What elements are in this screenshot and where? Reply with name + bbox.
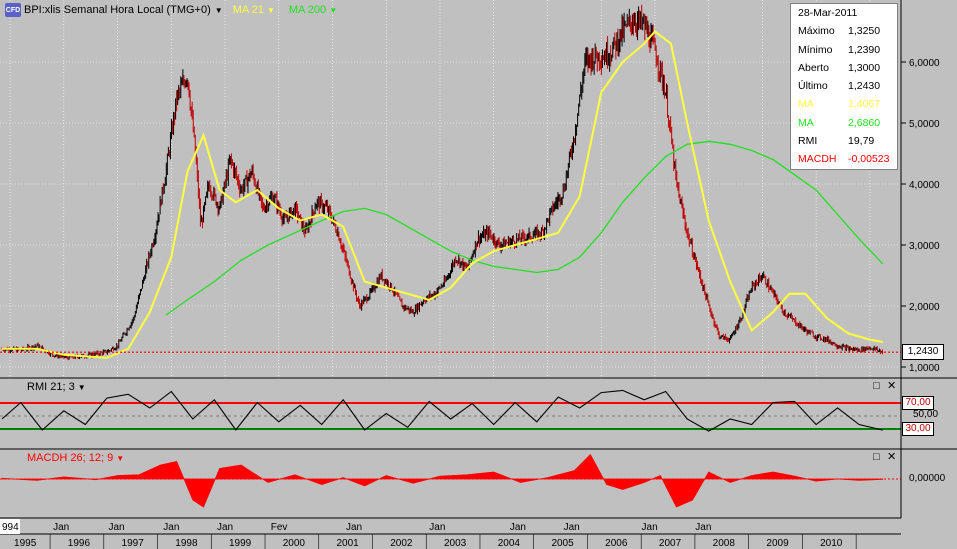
price-axis-ticks: 1,0000 2,0000 3,0000 4,0000 5,0000 6,0000: [901, 58, 940, 374]
info-row: MA 1,4067: [791, 95, 897, 113]
ma200-legend[interactable]: MA 200 ▼: [288, 4, 338, 16]
info-row: Último 1,2430: [791, 77, 897, 95]
x-axis-year-label: 1998: [175, 538, 198, 549]
price-tick-label: 5,0000: [909, 119, 940, 130]
x-axis-year-label: 2009: [766, 538, 789, 549]
symbol-label[interactable]: BPI:xlis Semanal Hora Local (TMG+0): [24, 4, 211, 16]
info-row-value: 1,2390: [848, 43, 881, 56]
cfd-logo-icon: CFD: [5, 3, 21, 17]
x-axis-year-label: 2003: [444, 538, 467, 549]
price-candles: [1, 4, 883, 361]
info-row-value: 1,4067: [848, 98, 881, 111]
info-row-label: RMI: [798, 135, 818, 148]
chevron-down-icon: ▼: [116, 454, 125, 463]
x-axis-month-label: Jan: [429, 522, 445, 533]
x-axis-year-label: 2007: [659, 538, 682, 549]
ma200-line: [165, 140, 884, 316]
chevron-down-icon: ▼: [266, 6, 275, 15]
info-row-value: 1,3000: [848, 61, 881, 74]
info-row-label: Último: [798, 80, 828, 93]
info-row-value: -0,00523: [848, 153, 890, 166]
chevron-down-icon[interactable]: ▼: [214, 5, 223, 15]
ma21-legend[interactable]: MA 21 ▼: [232, 4, 275, 16]
x-axis-month-label: Jan: [53, 522, 69, 533]
x-axis-year-label: 2002: [390, 538, 413, 549]
x-axis-first-cell: [0, 519, 20, 534]
rmi-line: [1, 389, 883, 432]
x-axis-month-label: Fev: [271, 522, 288, 533]
x-axis-year-label: 1997: [122, 538, 145, 549]
plot-gridlines: [0, 0, 901, 518]
info-row: Mínimo 1,2390: [791, 41, 897, 59]
x-axis-month-label: Jan: [695, 522, 711, 533]
info-row-value: 19,79: [848, 135, 875, 148]
rmi-mid-value: 50,00: [913, 409, 939, 420]
x-axis-year-label: 1996: [68, 538, 91, 549]
rmi-lower-value: 30,00: [902, 422, 934, 436]
x-axis-month-label: Jan: [217, 522, 233, 533]
restore-icon[interactable]: □: [873, 380, 880, 392]
close-icon[interactable]: ✕: [887, 451, 897, 463]
price-tick-label: 4,0000: [909, 180, 940, 191]
chevron-down-icon: ▼: [329, 6, 338, 15]
x-axis-year-label: 2000: [283, 538, 306, 549]
macd-zero-value: 0,00000: [909, 473, 946, 484]
price-tick-label: 6,0000: [909, 58, 940, 69]
info-row: MA 2,6860: [791, 114, 897, 132]
info-row: RMI 19,79: [791, 132, 897, 150]
x-axis-year-label: 2001: [336, 538, 359, 549]
restore-icon[interactable]: □: [873, 451, 880, 463]
rmi-panel-label[interactable]: RMI 21; 3 ▼: [27, 381, 86, 393]
x-axis-month-label: Jan: [108, 522, 124, 533]
x-axis-month-label: Jan: [642, 522, 658, 533]
info-row: Máximo 1,3250: [791, 22, 897, 40]
macdh-histogram: [1, 453, 884, 508]
info-row-label: Mínimo: [798, 43, 833, 56]
x-axis-month-label: Jan: [346, 522, 362, 533]
info-row-value: 2,6860: [848, 116, 881, 129]
x-axis-month-label: 994: [2, 522, 19, 533]
macd-plot-area[interactable]: [0, 450, 901, 518]
info-row-label: MA: [798, 116, 814, 129]
info-date: 28-Mar-2011: [798, 7, 858, 19]
last-price-marker: 1,2430: [902, 344, 944, 360]
close-icon[interactable]: ✕: [887, 380, 897, 392]
price-tick-label: 1,0000: [909, 363, 940, 374]
x-axis-month-label: Jan: [163, 522, 179, 533]
info-panel: 28-Mar-2011 Máximo 1,3250 Mínimo 1,2390 Aber…: [790, 3, 898, 170]
x-axis-labels: 994 Jan Jan Jan Jan Fev Jan Jan Jan Jan Jan Jan 1995…: [2, 522, 857, 549]
x-axis-month-label: Jan: [564, 522, 580, 533]
info-row-label: MA: [798, 98, 814, 111]
price-tick-label: 2,0000: [909, 302, 940, 313]
x-axis-month-label: Jan: [510, 522, 526, 533]
info-row-value: 1,3250: [848, 25, 881, 38]
chevron-down-icon: ▼: [77, 383, 86, 392]
x-axis-year-label: 1995: [14, 538, 37, 549]
price-plot-area[interactable]: [0, 0, 901, 378]
x-axis-year-label: 2006: [605, 538, 628, 549]
x-axis-year-label: 2004: [498, 538, 521, 549]
info-row-value: 1,2430: [848, 80, 881, 93]
x-axis-year-label: 2010: [820, 538, 843, 549]
info-row-label: Aberto: [798, 61, 829, 74]
ma21-line: [2, 30, 883, 359]
info-row: Aberto 1,3000: [791, 59, 897, 77]
macd-panel-label[interactable]: MACDH 26; 12; 9 ▼: [27, 452, 125, 464]
rmi-plot-area[interactable]: [0, 379, 901, 449]
x-axis-year-label: 1999: [229, 538, 252, 549]
rmi-upper-value: 70,00: [902, 396, 934, 410]
x-axis-year-label: 2008: [713, 538, 736, 549]
x-axis-year-label: 2005: [551, 538, 574, 549]
info-row-label: MACDH: [798, 153, 837, 166]
chart-header: CFD BPI:xlis Semanal Hora Local (TMG+0) ▼…: [5, 2, 338, 18]
price-tick-label: 3,0000: [909, 241, 940, 252]
info-row-label: Máximo: [798, 25, 835, 38]
info-row: MACDH -0,00523: [791, 150, 897, 168]
